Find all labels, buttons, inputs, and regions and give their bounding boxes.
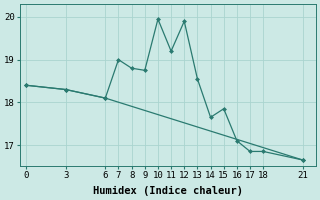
X-axis label: Humidex (Indice chaleur): Humidex (Indice chaleur): [93, 186, 243, 196]
